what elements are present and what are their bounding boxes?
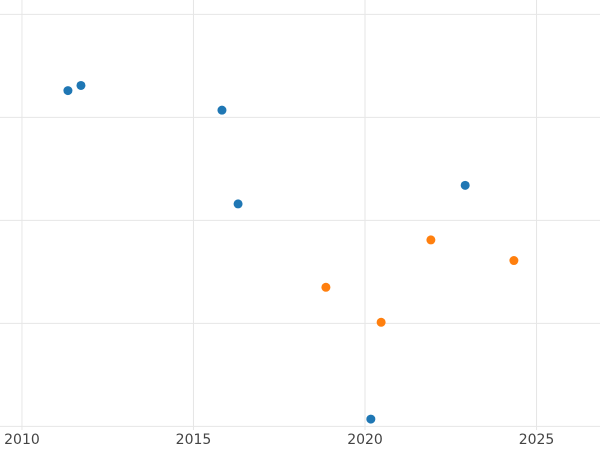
point [233, 199, 243, 209]
point [217, 105, 227, 115]
point [76, 80, 86, 90]
x-tick-label: 2015 [176, 432, 212, 448]
x-tick-label: 2025 [519, 432, 555, 448]
point [321, 282, 331, 292]
point [366, 414, 376, 424]
point [509, 256, 519, 266]
point [376, 317, 386, 327]
point [63, 86, 73, 96]
point [426, 235, 436, 245]
x-tick-label: 2010 [4, 432, 40, 448]
x-tick-label: 2020 [347, 432, 383, 448]
point [460, 180, 470, 190]
